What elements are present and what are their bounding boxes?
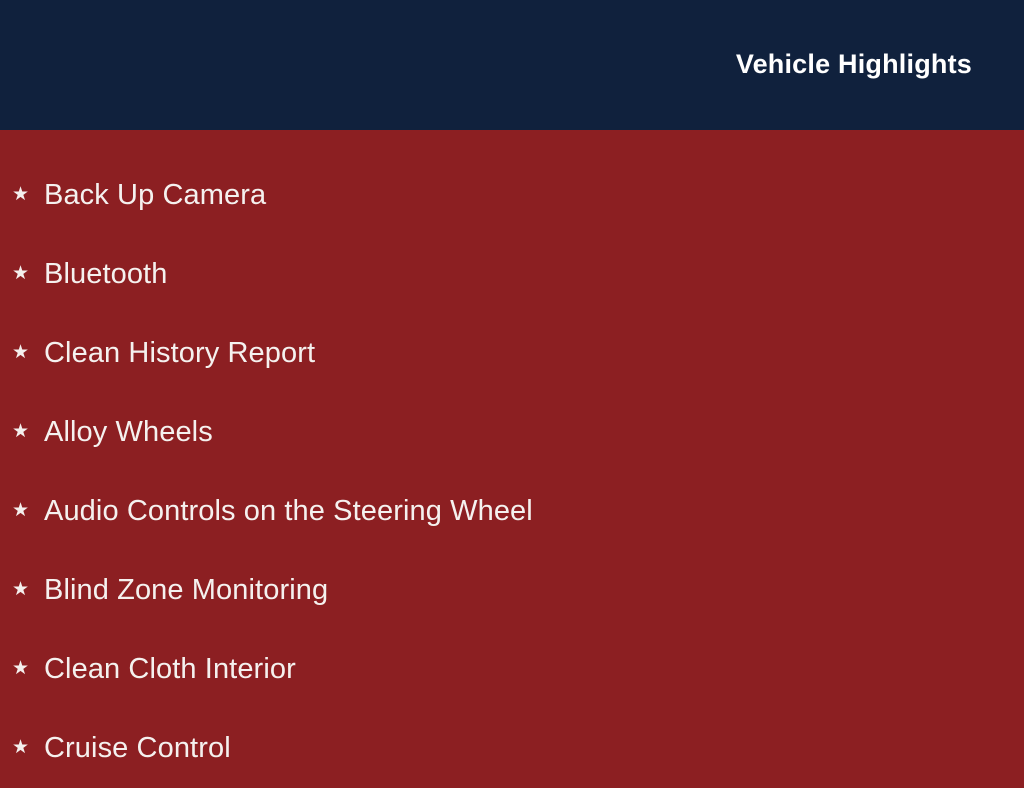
list-item: ★ Blind Zone Monitoring [0,551,1024,630]
vehicle-highlights-slide: Vehicle Highlights ★ Back Up Camera ★ Bl… [0,0,1024,764]
list-item-label: Clean Cloth Interior [44,652,296,685]
slide-header: Vehicle Highlights [0,0,1024,130]
list-item: ★ Cruise Control [0,709,1024,788]
list-item-label: Blind Zone Monitoring [44,573,329,606]
list-item: ★ Clean Cloth Interior [0,630,1024,709]
star-icon: ★ [12,579,30,600]
list-item-label: Alloy Wheels [44,415,213,448]
star-icon: ★ [12,658,30,679]
list-item-label: Audio Controls on the Steering Wheel [44,494,533,527]
star-icon: ★ [12,342,30,363]
star-icon: ★ [12,263,30,284]
page-title: Vehicle Highlights [735,48,972,79]
list-item-label: Bluetooth [44,257,168,290]
star-icon: ★ [12,500,30,521]
list-item: ★ Bluetooth [0,235,1024,314]
star-icon: ★ [12,421,30,442]
list-item-label: Cruise Control [44,731,231,764]
slide-body: ★ Back Up Camera ★ Bluetooth ★ Clean His… [0,130,1024,788]
list-item-label: Clean History Report [44,336,316,369]
vehicle-highlights-list: ★ Back Up Camera ★ Bluetooth ★ Clean His… [0,156,1024,788]
list-item: ★ Audio Controls on the Steering Wheel [0,472,1024,551]
list-item: ★ Alloy Wheels [0,393,1024,472]
star-icon: ★ [12,737,30,758]
list-item: ★ Back Up Camera [0,156,1024,235]
list-item: ★ Clean History Report [0,314,1024,393]
list-item-label: Back Up Camera [44,178,267,211]
star-icon: ★ [12,184,30,205]
